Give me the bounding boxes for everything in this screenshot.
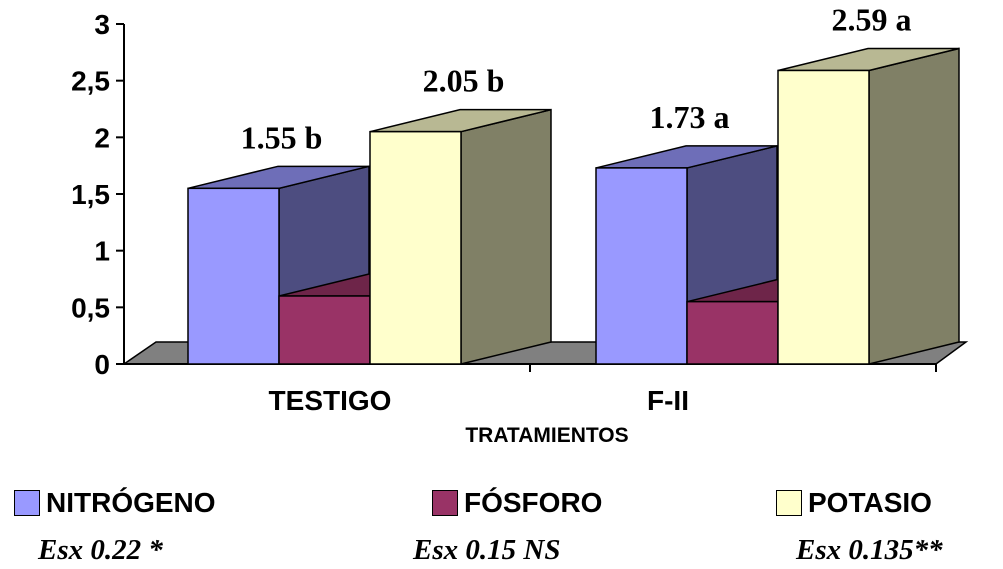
bars [187, 47, 960, 365]
legend-item-potasio: POTASIO [776, 478, 932, 528]
category-labels: TESTIGO F-II [269, 385, 689, 416]
y-tick-label: 0 [94, 349, 110, 380]
legend-item-fosforo: FÓSFORO [432, 478, 602, 528]
y-tick-label: 2,5 [71, 66, 110, 97]
legend-label-fosforo: FÓSFORO [464, 487, 603, 518]
bar-potasio-testigo [369, 108, 552, 365]
category-label: F-II [647, 385, 689, 416]
y-tick-label: 3 [94, 9, 110, 40]
legend: NITRÓGENO FÓSFORO POTASIO [0, 478, 1003, 528]
y-tick-label: 0,5 [71, 292, 110, 323]
legend-item-nitrogeno: NITRÓGENO [14, 478, 216, 528]
legend-label-potasio: POTASIO [808, 487, 932, 518]
annotation-potasio: Esx 0.135** [796, 534, 943, 566]
y-tick-label: 1,5 [71, 179, 110, 210]
data-label: 2.59 a [832, 1, 912, 37]
annotation-nitrogeno: Esx 0.22 * [38, 534, 163, 566]
data-label: 1.73 a [650, 99, 730, 135]
y-tick-label: 1 [94, 236, 110, 267]
data-labels: 1.55 b 2.05 b 1.73 a 2.59 a [241, 1, 912, 155]
bar-chart: 0 0,5 1 1,5 2 2,5 3 1.55 b 2.05 b 1.73 a 2.59 a T… [71, 1, 969, 447]
x-axis-label: TRATAMIENTOS [465, 424, 628, 447]
data-label: 1.55 b [241, 119, 323, 155]
category-label: TESTIGO [269, 385, 392, 416]
legend-label-nitrogeno: NITRÓGENO [46, 487, 216, 518]
legend-swatch-potasio [776, 490, 802, 516]
data-label: 2.05 b [423, 63, 505, 99]
bar-potasio-f-ii [777, 47, 960, 365]
legend-swatch-fosforo [432, 490, 458, 516]
annotation-fosforo: Esx 0.15 NS [413, 534, 561, 566]
legend-swatch-nitrogeno [14, 490, 40, 516]
y-tick-label: 2 [94, 122, 110, 153]
